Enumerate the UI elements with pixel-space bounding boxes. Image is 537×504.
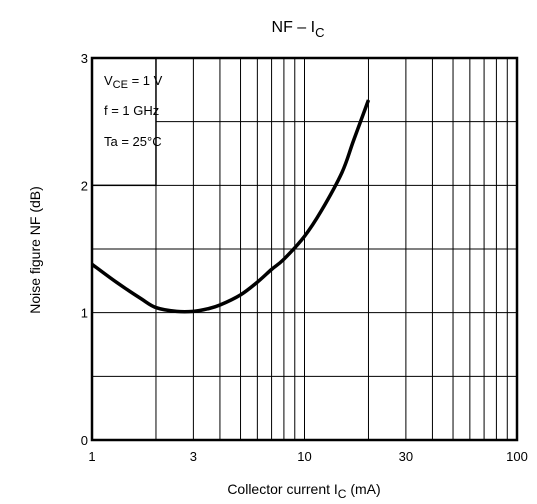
y-axis-label: Noise figure NF (dB) <box>27 186 43 314</box>
nf-curve <box>90 99 371 314</box>
y-tick-label: 0 <box>81 433 88 448</box>
y-tick-label: 3 <box>81 51 88 66</box>
grid <box>91 57 518 441</box>
x-tick-label: 10 <box>297 449 311 464</box>
conditions-box: VCE = 1 V f = 1 GHz Ta = 25°C <box>91 57 163 187</box>
x-tick-label: 1 <box>88 449 95 464</box>
plot-border <box>90 56 519 442</box>
y-tick-label: 2 <box>81 178 88 193</box>
chart-title: NF – IC <box>272 19 325 40</box>
condition-temperature: Ta = 25°C <box>104 134 162 149</box>
plot-frame <box>90 56 519 442</box>
x-tick-label: 3 <box>190 449 197 464</box>
condition-frequency: f = 1 GHz <box>104 103 159 118</box>
x-axis-label: Collector current IC (mA) <box>227 481 380 501</box>
x-tick-label: 100 <box>506 449 528 464</box>
x-tick-label: 30 <box>399 449 413 464</box>
condition-vce: VCE = 1 V <box>104 73 163 91</box>
y-tick-label: 1 <box>81 306 88 321</box>
